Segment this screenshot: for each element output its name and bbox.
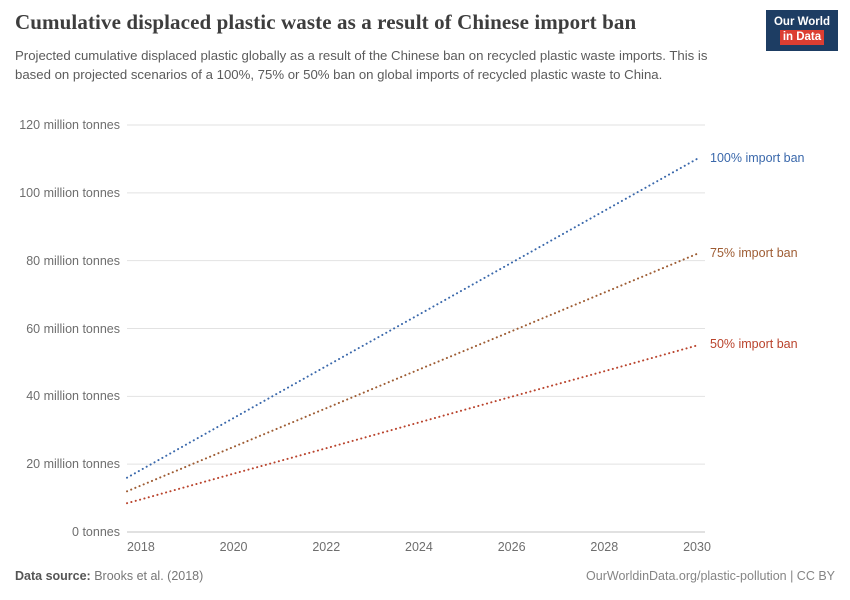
y-axis-tick-label: 80 million tonnes bbox=[26, 253, 120, 268]
footer-credit-link[interactable]: OurWorldinData.org/plastic-pollution | C… bbox=[586, 569, 835, 583]
y-axis-tick-label: 100 million tonnes bbox=[19, 185, 120, 200]
series-line-75-import-ban bbox=[126, 252, 698, 493]
y-axis-tick-label: 0 tonnes bbox=[72, 525, 120, 539]
series-label: 100% import ban bbox=[710, 150, 805, 165]
chart-subtitle: Projected cumulative displaced plastic g… bbox=[15, 48, 708, 82]
owid-logo[interactable]: Our World in Data bbox=[765, 10, 838, 51]
series-label: 50% import ban bbox=[710, 337, 798, 352]
series-line-100-import-ban bbox=[126, 157, 698, 479]
chart-title: Cumulative displaced plastic waste as a … bbox=[15, 10, 637, 34]
y-axis-tick-label: 60 million tonnes bbox=[26, 321, 120, 336]
y-axis-tick-label: 40 million tonnes bbox=[26, 389, 120, 404]
x-axis-tick-label: 2020 bbox=[219, 540, 248, 554]
x-axis-tick-label: 2030 bbox=[683, 540, 711, 554]
x-axis-tick-label: 2026 bbox=[497, 540, 526, 554]
x-axis-tick-label: 2018 bbox=[126, 540, 155, 554]
series-line-50-import-ban bbox=[126, 344, 698, 505]
owid-logo-text-line1: Our World bbox=[773, 16, 830, 28]
data-source-value: Brooks et al. (2018) bbox=[90, 569, 204, 583]
data-source: Data source: Brooks et al. (2018) bbox=[15, 569, 203, 583]
x-axis-tick-label: 2024 bbox=[405, 540, 433, 554]
owid-logo-text-line2: in Data bbox=[779, 29, 825, 45]
y-axis-tick-label: 20 million tonnes bbox=[26, 457, 120, 472]
x-axis-tick-label: 2028 bbox=[590, 540, 619, 554]
x-axis-tick-label: 2022 bbox=[312, 540, 341, 554]
series-label: 75% import ban bbox=[710, 245, 798, 260]
y-axis-tick-label: 120 million tonnes bbox=[19, 118, 120, 132]
data-source-label: Data source: bbox=[15, 569, 91, 583]
